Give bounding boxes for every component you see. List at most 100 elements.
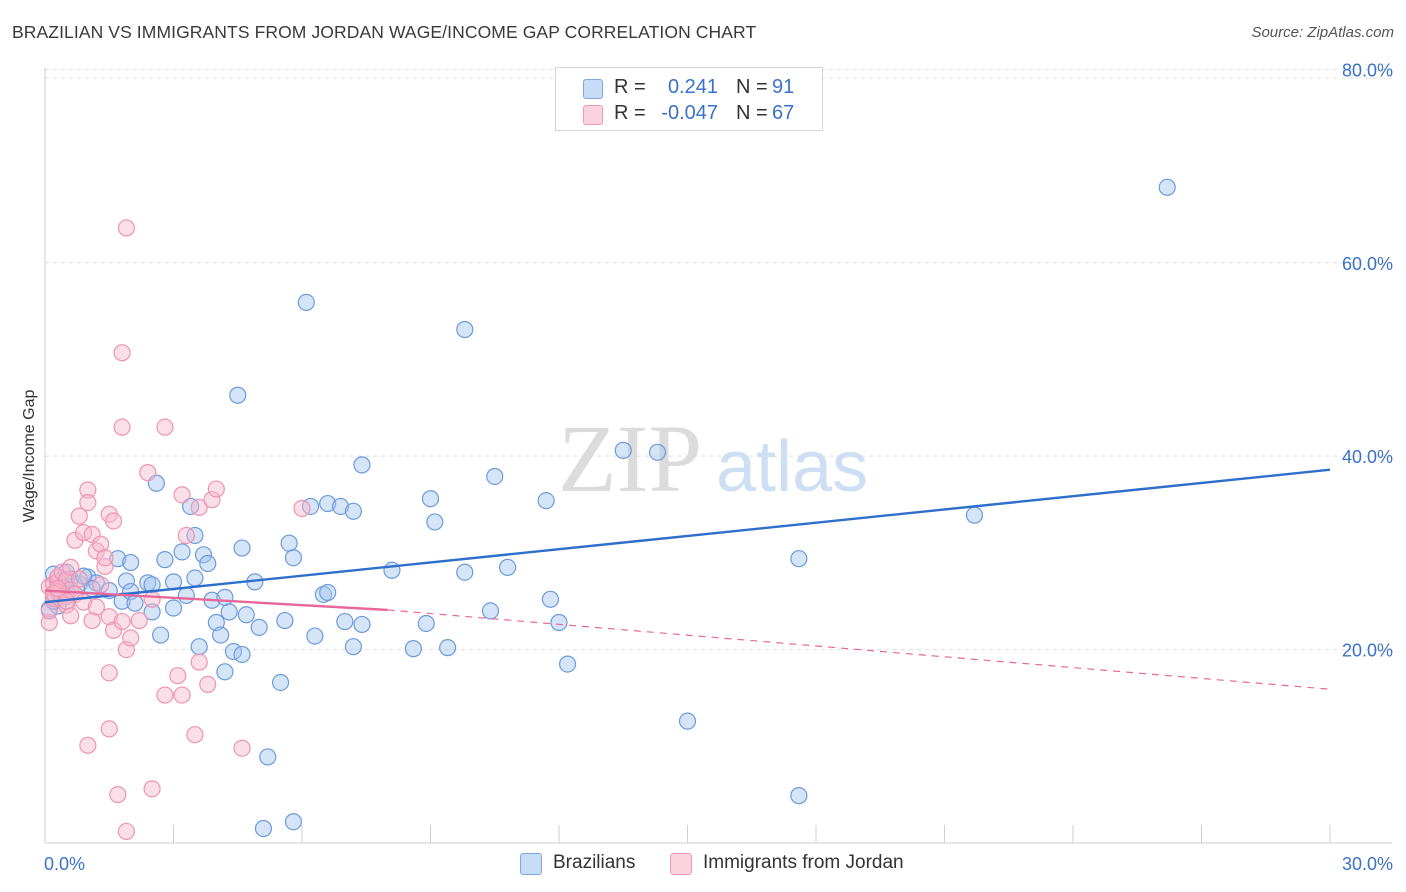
r-label: R = bbox=[614, 102, 646, 124]
y-tick-label: 20.0% bbox=[1342, 641, 1393, 661]
stats-row-brazilians: R = 0.241 N = 91 bbox=[556, 76, 822, 102]
jordan-swatch bbox=[670, 853, 692, 875]
n-value: 91 bbox=[772, 76, 795, 98]
axes bbox=[44, 68, 1392, 844]
point-jordan bbox=[70, 507, 88, 525]
point-jordan bbox=[62, 607, 80, 625]
point-jordan bbox=[143, 780, 161, 798]
point-brazilians bbox=[353, 615, 371, 634]
point-jordan bbox=[139, 464, 157, 482]
watermark-zip: ZIP bbox=[558, 405, 702, 512]
source-note: Source: ZipAtlas.com bbox=[1251, 24, 1394, 41]
point-brazilians bbox=[250, 618, 268, 636]
brazilians-swatch bbox=[583, 79, 603, 99]
r-value: 0.241 bbox=[667, 76, 718, 98]
point-jordan bbox=[117, 822, 135, 840]
point-jordan bbox=[113, 418, 131, 436]
point-brazilians bbox=[233, 539, 251, 557]
point-jordan bbox=[87, 598, 106, 616]
trend-line-jordan bbox=[44, 589, 388, 612]
point-brazilians bbox=[965, 506, 984, 524]
y-tick-label: 60.0% bbox=[1342, 254, 1393, 274]
point-brazilians bbox=[790, 550, 808, 568]
point-brazilians bbox=[614, 441, 632, 459]
series-legend: Brazilians Immigrants from Jordan bbox=[0, 852, 1406, 876]
point-brazilians bbox=[456, 320, 474, 339]
chart-title: BRAZILIAN VS IMMIGRANTS FROM JORDAN WAGE… bbox=[12, 22, 757, 42]
point-jordan bbox=[173, 686, 191, 704]
point-brazilians bbox=[152, 626, 170, 644]
point-jordan bbox=[199, 675, 217, 694]
point-brazilians bbox=[280, 534, 298, 552]
point-brazilians bbox=[499, 558, 517, 576]
point-jordan bbox=[49, 580, 67, 598]
point-brazilians bbox=[216, 663, 234, 681]
point-jordan bbox=[62, 558, 80, 576]
y-tick-label: 80.0% bbox=[1342, 60, 1393, 80]
legend-label: Brazilians bbox=[553, 852, 636, 873]
point-brazilians bbox=[164, 599, 183, 617]
point-jordan bbox=[79, 493, 97, 512]
point-brazilians bbox=[190, 638, 208, 656]
point-brazilians bbox=[417, 614, 435, 633]
point-brazilians bbox=[229, 386, 247, 404]
point-jordan bbox=[83, 611, 101, 630]
stats-row-jordan: R = -0.047 N = 67 bbox=[556, 102, 822, 128]
point-jordan bbox=[100, 608, 118, 626]
point-jordan bbox=[96, 557, 114, 576]
point-jordan bbox=[70, 570, 88, 588]
watermark: ZIP atlas bbox=[558, 405, 868, 512]
point-jordan bbox=[293, 499, 311, 517]
point-jordan bbox=[173, 486, 191, 504]
n-label: N = bbox=[736, 102, 768, 124]
point-jordan bbox=[233, 739, 251, 757]
tick-labels: 20.0% 40.0% 60.0% 80.0% 0.0% 30.0% bbox=[44, 60, 1393, 874]
point-brazilians bbox=[426, 513, 444, 531]
point-brazilians bbox=[456, 563, 474, 581]
point-jordan bbox=[207, 480, 225, 498]
point-brazilians bbox=[143, 576, 161, 594]
legend-label: Immigrants from Jordan bbox=[703, 852, 904, 873]
gridlines bbox=[45, 68, 1392, 651]
point-jordan bbox=[143, 590, 161, 608]
point-jordan bbox=[104, 512, 123, 530]
point-brazilians bbox=[550, 613, 568, 632]
r-value: -0.047 bbox=[661, 102, 718, 124]
point-brazilians bbox=[212, 626, 230, 644]
point-brazilians bbox=[276, 611, 294, 630]
r-label: R = bbox=[614, 76, 646, 98]
point-brazilians bbox=[233, 645, 251, 664]
point-brazilians bbox=[421, 490, 440, 508]
point-brazilians bbox=[541, 590, 560, 608]
point-jordan bbox=[113, 344, 131, 362]
point-jordan bbox=[83, 525, 101, 544]
watermark-atlas: atlas bbox=[716, 427, 868, 507]
point-brazilians bbox=[336, 612, 354, 631]
trend-lines bbox=[44, 468, 1331, 690]
y-tick-label: 40.0% bbox=[1342, 447, 1393, 467]
point-jordan bbox=[177, 526, 195, 545]
point-jordan bbox=[79, 481, 97, 499]
point-jordan bbox=[190, 653, 208, 671]
point-brazilians bbox=[297, 293, 315, 312]
point-brazilians bbox=[558, 655, 577, 673]
point-jordan bbox=[96, 549, 114, 567]
point-jordan bbox=[122, 629, 140, 647]
point-brazilians bbox=[117, 572, 135, 590]
brazilians-swatch bbox=[520, 853, 542, 875]
point-brazilians bbox=[648, 443, 667, 461]
point-brazilians bbox=[143, 603, 161, 621]
point-brazilians bbox=[177, 586, 195, 605]
point-brazilians bbox=[486, 467, 504, 486]
point-brazilians bbox=[237, 606, 255, 624]
point-jordan bbox=[79, 736, 97, 754]
point-brazilians bbox=[254, 819, 273, 838]
point-brazilians bbox=[173, 543, 191, 561]
trend-line-jordan-extrapolated bbox=[387, 609, 1331, 690]
point-brazilians bbox=[284, 549, 303, 567]
point-brazilians bbox=[537, 492, 555, 510]
jordan-swatch bbox=[583, 105, 603, 125]
point-brazilians bbox=[199, 554, 217, 573]
point-brazilians bbox=[156, 551, 174, 569]
